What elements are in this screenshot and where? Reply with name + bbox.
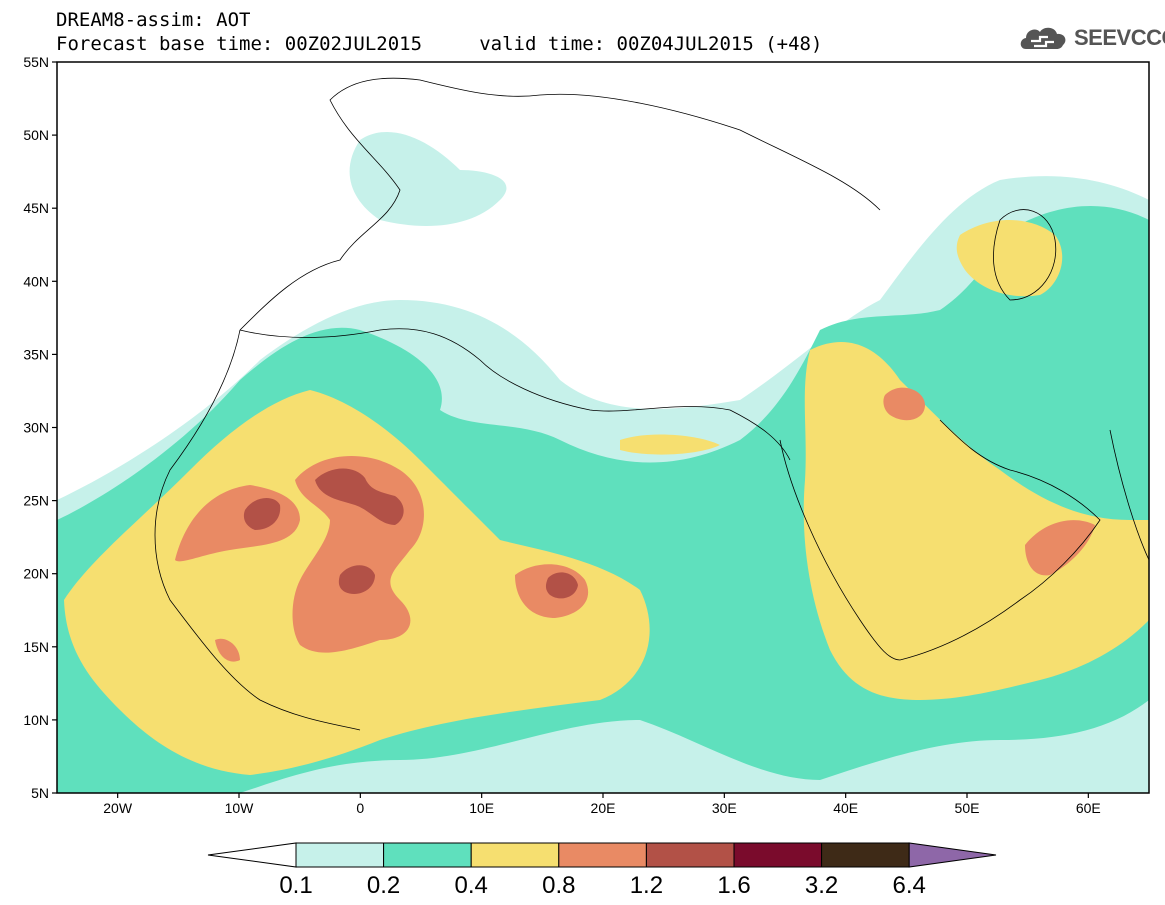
colorbar-segment — [383, 842, 472, 868]
lon-tick-label: 20E — [591, 800, 616, 816]
europe-coastline — [239, 77, 881, 331]
lat-tick-label: 35N — [23, 346, 49, 362]
north-africa-coastline — [239, 328, 791, 461]
lon-tick-label: 10E — [469, 800, 494, 816]
lon-tick-label: 10W — [225, 800, 255, 816]
cloud-logo-icon — [1020, 27, 1066, 49]
lat-tick-label: 50N — [23, 127, 49, 143]
lat-tick-label: 25N — [23, 493, 49, 509]
seevccc-logo: SEEVCCC — [1018, 22, 1165, 54]
colorbar-segment — [558, 842, 647, 868]
logo-text: SEEVCCC — [1074, 25, 1165, 50]
colorbar-segment — [733, 842, 823, 868]
lon-tick-label: 20W — [103, 800, 133, 816]
colorbar: 0.1 0.2 0.4 0.8 1.2 1.6 3.2 6.4 — [207, 842, 997, 899]
colorbar-segment — [645, 842, 735, 868]
coastline-layer — [154, 77, 1149, 731]
lat-tick-label: 5N — [31, 785, 49, 801]
lat-tick-label: 45N — [23, 200, 49, 216]
aot-field-layer — [57, 131, 1149, 793]
latitude-axis: 55N 50N 45N 40N 35N 30N 25N 20N 15N 10N 5N — [23, 54, 57, 801]
lon-tick-label: 30E — [712, 800, 737, 816]
lon-tick-label: 0 — [356, 800, 364, 816]
caspian-coastline — [993, 209, 1057, 301]
longitude-axis: 20W 10W 0 10E 20E 30E 40E 50E 60E — [103, 793, 1101, 816]
map-subtitle-times: Forecast base time: 00Z02JUL2015 valid t… — [56, 33, 823, 55]
colorbar-segment — [295, 842, 385, 868]
colorbar-over-triangle — [908, 842, 997, 868]
colorbar-label: 1.2 — [630, 872, 663, 899]
west-africa-coastline — [154, 329, 361, 731]
lat-tick-label: 15N — [23, 639, 49, 655]
colorbar-label: 0.1 — [279, 872, 312, 899]
red-sea-coastline — [779, 439, 901, 661]
lat-tick-label: 55N — [23, 54, 49, 70]
lat-tick-label: 20N — [23, 566, 49, 582]
colorbar-label: 0.2 — [367, 872, 400, 899]
lon-tick-label: 60E — [1076, 800, 1101, 816]
colorbar-segment — [470, 842, 560, 868]
map-title: DREAM8-assim: AOT — [56, 9, 251, 31]
india-coastline — [1109, 429, 1149, 561]
colorbar-label: 6.4 — [893, 872, 926, 899]
aot-band-0.8 — [175, 387, 1095, 662]
colorbar-label: 1.6 — [717, 872, 750, 899]
colorbar-under-triangle — [207, 842, 297, 868]
colorbar-label: 0.8 — [542, 872, 575, 899]
lon-tick-label: 50E — [955, 800, 980, 816]
lat-tick-label: 30N — [23, 420, 49, 436]
lat-tick-label: 40N — [23, 273, 49, 289]
colorbar-label: 0.4 — [455, 872, 488, 899]
lat-tick-label: 10N — [23, 712, 49, 728]
lon-tick-label: 40E — [833, 800, 858, 816]
colorbar-segment — [821, 842, 910, 868]
colorbar-label: 3.2 — [805, 872, 838, 899]
arabia-coastline — [899, 419, 1101, 661]
